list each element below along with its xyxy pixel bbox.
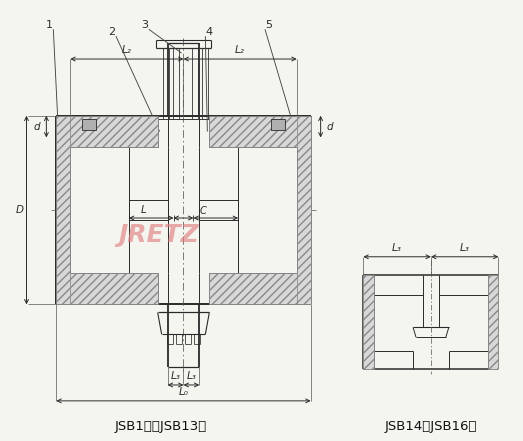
Text: L: L xyxy=(140,205,146,215)
Text: L₃: L₃ xyxy=(170,371,180,381)
Text: 1: 1 xyxy=(46,20,53,30)
Polygon shape xyxy=(487,275,498,369)
Polygon shape xyxy=(363,275,374,369)
Text: L₃: L₃ xyxy=(187,371,196,381)
Text: 5: 5 xyxy=(266,20,272,30)
Text: L₂: L₂ xyxy=(122,45,132,55)
Text: d: d xyxy=(326,122,333,131)
Text: 3: 3 xyxy=(141,20,148,30)
Text: d: d xyxy=(34,122,40,131)
Polygon shape xyxy=(297,116,311,304)
Text: 4: 4 xyxy=(206,27,213,37)
Text: L₃: L₃ xyxy=(460,243,470,253)
Text: 2: 2 xyxy=(108,27,116,37)
Text: L₃: L₃ xyxy=(392,243,402,253)
Text: JSB1型～JSB13型: JSB1型～JSB13型 xyxy=(115,420,207,433)
Text: L₂: L₂ xyxy=(235,45,245,55)
Polygon shape xyxy=(209,273,297,304)
Polygon shape xyxy=(56,116,70,304)
Text: D: D xyxy=(16,205,24,215)
Bar xyxy=(271,119,285,130)
Text: L₀: L₀ xyxy=(178,387,188,397)
Text: JSB14～JSB16型: JSB14～JSB16型 xyxy=(385,420,477,433)
Polygon shape xyxy=(70,116,157,147)
Polygon shape xyxy=(70,273,157,304)
Bar xyxy=(82,119,96,130)
Text: JRETZ: JRETZ xyxy=(118,223,199,247)
Text: C: C xyxy=(200,206,207,216)
Polygon shape xyxy=(209,116,297,147)
